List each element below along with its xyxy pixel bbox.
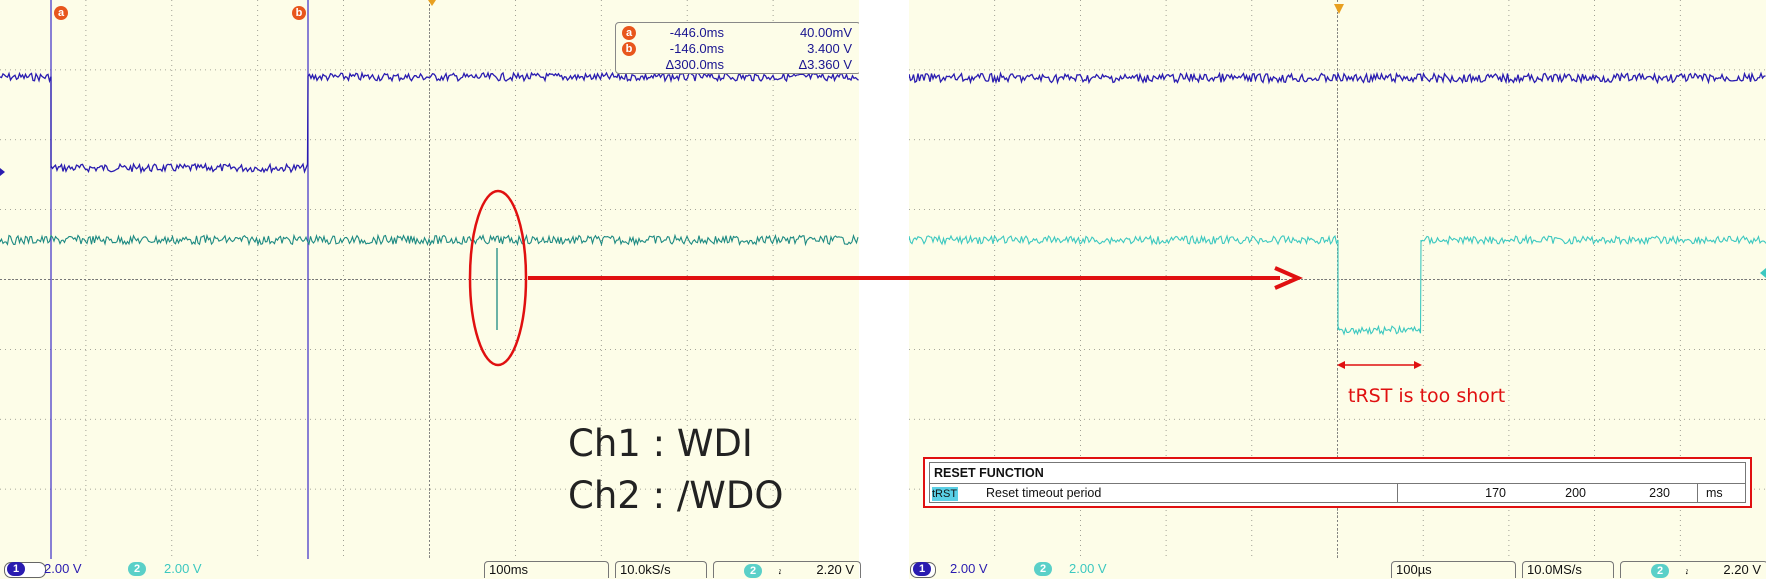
min-cell: 170: [1485, 486, 1506, 500]
unit-cell: ms: [1706, 486, 1723, 500]
cursor-a-value: 40.00mV: [799, 25, 852, 40]
ch2-trace: [0, 233, 859, 247]
ch1-scale[interactable]: 2.00 V: [44, 561, 82, 576]
trst-arrow-right: [1414, 361, 1422, 369]
ch2-trace-zoomed: [909, 233, 1766, 336]
cursor-measurement-readout: a -446.0ms 40.00mV b -146.0ms 3.400 V Δ3…: [615, 22, 859, 74]
marker-a-badge: a: [622, 26, 636, 40]
trst-annotation: tRST is too short: [1348, 385, 1506, 407]
cursor-a-time: -446.0ms: [669, 25, 724, 40]
measurement-row-a: a -446.0ms 40.00mV: [622, 25, 854, 41]
trigger-position-marker-right: [1334, 4, 1344, 14]
ch2-badge[interactable]: 2: [128, 562, 146, 576]
symbol-cell: tRST: [932, 487, 958, 501]
trigger-box[interactable]: 2 ⹌ 2.20 V: [713, 561, 861, 578]
trigger-box-right[interactable]: 2 ⹌ 2.20 V: [1620, 561, 1766, 578]
typ-cell: 200: [1565, 486, 1586, 500]
channel-legend-text: Ch1 : WDI Ch2 : /WDO: [568, 418, 783, 522]
ch1-level-marker: [0, 168, 5, 176]
cursor-b-time: -146.0ms: [669, 41, 724, 56]
delta-value: Δ3.360 V: [798, 57, 853, 72]
delta-time: Δ300.0ms: [665, 57, 724, 72]
trigger-position-marker: [428, 0, 436, 6]
timebase[interactable]: 100ms: [484, 561, 609, 578]
trigger-level-right: 2.20 V: [1723, 562, 1761, 577]
ch1-badge[interactable]: 1: [7, 562, 25, 576]
ch1-note: Ch1 : WDI: [568, 422, 753, 465]
ch1-trace-zoomed: [909, 71, 1766, 85]
timebase-right[interactable]: 100µs: [1391, 561, 1516, 578]
left-status-bar: 1 2.00 V 2 2.00 V 100ms 10.0kS/s 2 ⹌ 2.2…: [0, 559, 861, 579]
sample-rate[interactable]: 10.0kS/s: [615, 561, 707, 578]
ch2-scale[interactable]: 2.00 V: [164, 561, 202, 576]
parameter-cell: Reset timeout period: [986, 486, 1102, 500]
ch2-badge-right[interactable]: 2: [1034, 562, 1052, 576]
max-cell: 230: [1649, 486, 1670, 500]
trigger-channel-badge: 2: [744, 564, 762, 578]
cursor-b-value: 3.400 V: [807, 41, 852, 56]
ch1-trace: [0, 70, 859, 175]
cursor-b-label[interactable]: b: [292, 6, 306, 20]
reset-function-spec-table: RESET FUNCTION tRST Reset timeout period…: [923, 457, 1752, 508]
ch2-scale-right[interactable]: 2.00 V: [1069, 561, 1107, 576]
ch1-scale-right[interactable]: 2.00 V: [950, 561, 988, 576]
marker-b-badge: b: [622, 42, 636, 56]
trigger-slope-icon-right: ⹌: [1685, 562, 1689, 577]
trigger-channel-badge-right: 2: [1651, 564, 1669, 578]
trigger-level: 2.20 V: [816, 562, 854, 577]
ch2-level-marker-right: [1760, 268, 1766, 278]
right-status-bar: 1 2.00 V 2 2.00 V 100µs 10.0MS/s 2 ⹌ 2.2…: [909, 559, 1766, 579]
left-oscilloscope-screen: a b a -446.0ms 40.00mV b -146.0ms 3.400 …: [0, 0, 859, 579]
ch1-badge-right[interactable]: 1: [913, 562, 931, 576]
sample-rate-right[interactable]: 10.0MS/s: [1522, 561, 1614, 578]
glitch-highlight-ellipse: [468, 189, 528, 367]
trst-arrow-left: [1337, 361, 1345, 369]
measurement-row-delta: Δ300.0ms Δ3.360 V: [622, 57, 854, 73]
ch2-note: Ch2 : /WDO: [568, 474, 784, 517]
table-header: RESET FUNCTION: [930, 463, 1745, 484]
measurement-row-b: b -146.0ms 3.400 V: [622, 41, 854, 57]
trigger-slope-icon: ⹌: [778, 562, 782, 577]
cursor-a-label[interactable]: a: [54, 6, 68, 20]
